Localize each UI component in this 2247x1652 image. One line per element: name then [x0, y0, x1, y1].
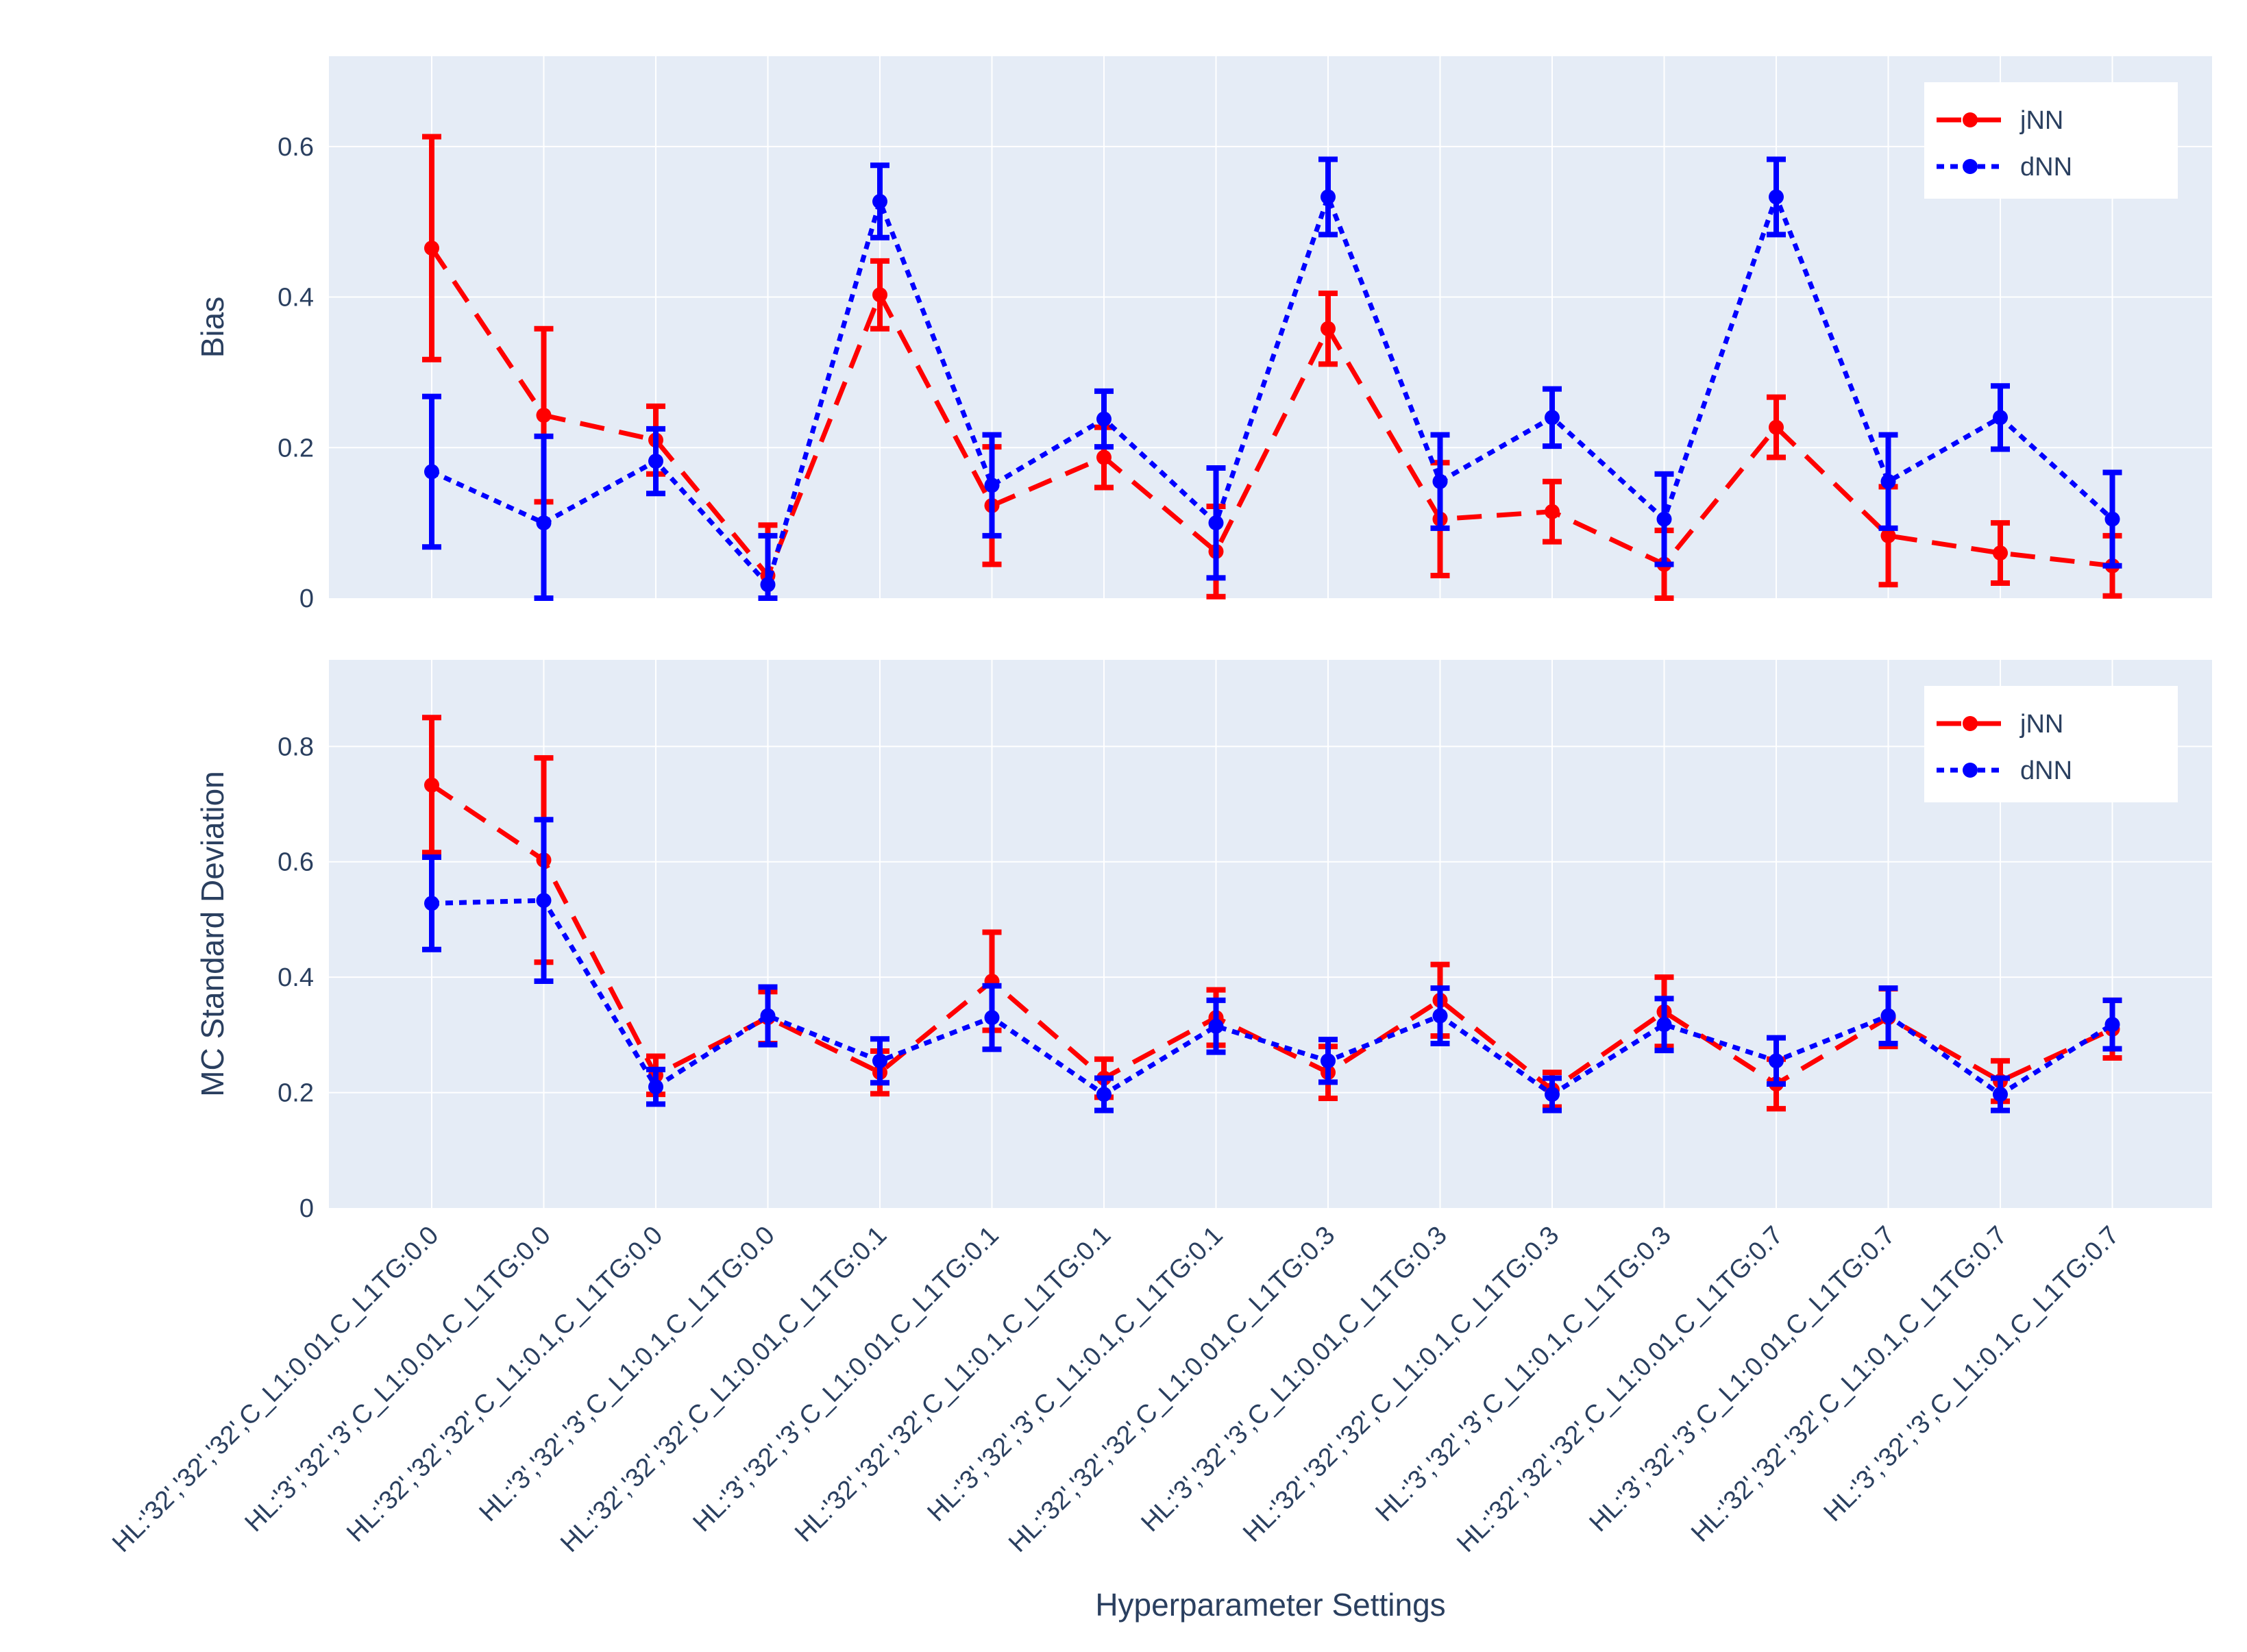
series-line	[430, 247, 2113, 580]
data-point	[1769, 189, 1784, 205]
data-point	[1321, 1053, 1336, 1069]
data-point	[2104, 511, 2120, 527]
data-point	[1880, 1008, 1896, 1024]
data-point	[536, 408, 552, 423]
data-point	[1432, 1008, 1448, 1024]
data-point	[1321, 321, 1336, 336]
y-tick-label: 0	[299, 1194, 314, 1223]
y-tick-label: 0.4	[278, 963, 314, 992]
data-point	[1656, 1017, 1672, 1033]
subplot-1: 0 0.2 0.4 0.6 Bias jNN dNN	[195, 56, 2212, 613]
data-point	[1880, 473, 1896, 489]
series-dNN	[422, 817, 2122, 1113]
series-line	[431, 898, 2114, 1098]
data-point	[1769, 419, 1784, 435]
data-point	[1993, 410, 2008, 426]
data-point	[1432, 473, 1448, 489]
legend-label: dNN	[2020, 153, 2072, 182]
legend-box	[1924, 82, 2178, 199]
subplot-2: 0 0.2 0.4 0.6 0.8 MC Standard Deviation jNN dNN	[195, 660, 2212, 1223]
y-tick-label: 0.2	[278, 1079, 314, 1108]
data-point	[536, 893, 552, 909]
data-point	[1769, 1053, 1784, 1069]
data-point	[872, 1053, 887, 1069]
data-point	[424, 777, 439, 793]
x-axis-title: Hyperparameter Settings	[1095, 1587, 1445, 1623]
y-tick-label: 0.4	[278, 284, 314, 312]
data-point	[648, 454, 663, 469]
legend-label: dNN	[2020, 756, 2072, 785]
legend-marker	[1963, 716, 1978, 731]
plot-background	[329, 660, 2212, 1208]
y-tick-label: 0.6	[278, 848, 314, 877]
legend-box	[1924, 686, 2178, 802]
y-tick-label: 0	[299, 584, 314, 613]
y-axis-title: Bias	[195, 297, 230, 358]
data-point	[536, 515, 552, 531]
data-point	[1880, 528, 1896, 543]
y-tick-label: 0.2	[278, 434, 314, 463]
data-point	[984, 1010, 1000, 1026]
legend-entry: jNN	[1937, 710, 2063, 739]
legend-label: jNN	[2019, 106, 2063, 135]
data-point	[760, 1008, 776, 1024]
legend-marker	[1963, 763, 1978, 778]
data-point	[424, 241, 439, 256]
series-line	[430, 782, 2113, 1093]
data-point	[648, 1079, 663, 1095]
data-point	[1208, 1018, 1224, 1034]
data-point	[1656, 511, 1672, 527]
legend: jNN dNN	[1924, 686, 2178, 802]
series-dNN	[422, 156, 2122, 601]
data-point	[1208, 515, 1224, 531]
y-tick-label: 0.8	[278, 732, 314, 761]
data-point	[1545, 410, 1560, 426]
legend-entry: jNN	[1937, 106, 2063, 135]
y-tick-label: 0.6	[278, 133, 314, 162]
data-point	[1545, 1087, 1560, 1102]
data-point	[1993, 1087, 2008, 1102]
data-point	[424, 464, 439, 480]
data-point	[1096, 411, 1112, 427]
y-axis-title: MC Standard Deviation	[195, 771, 230, 1097]
data-point	[872, 287, 887, 303]
data-point	[1545, 504, 1560, 519]
data-point	[424, 896, 439, 911]
data-point	[1096, 449, 1112, 465]
legend-marker	[1963, 159, 1978, 174]
data-point	[984, 478, 1000, 493]
data-point	[760, 577, 776, 593]
legend: jNN dNN	[1924, 82, 2178, 199]
series-line	[430, 190, 2114, 590]
data-point	[2104, 1017, 2120, 1033]
legend-marker	[1963, 112, 1978, 127]
data-point	[1096, 1087, 1112, 1102]
legend-entry: dNN	[1937, 756, 2072, 785]
data-point	[1321, 189, 1336, 205]
legend-entry: dNN	[1937, 153, 2072, 182]
data-point	[872, 194, 887, 210]
legend-label: jNN	[2019, 710, 2063, 739]
data-point	[1993, 545, 2008, 561]
